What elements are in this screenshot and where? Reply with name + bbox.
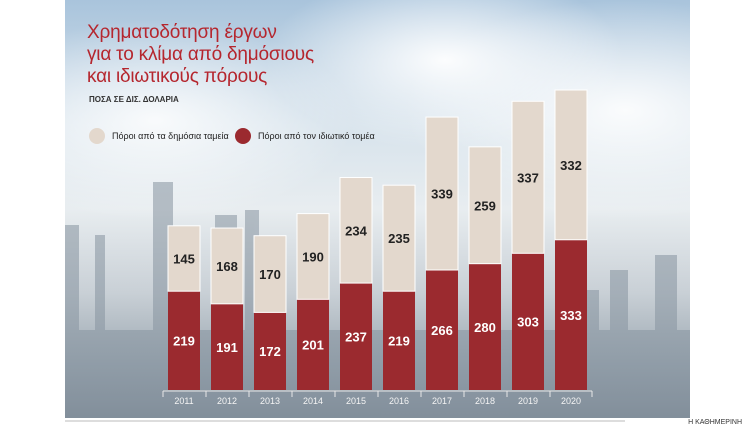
legend-label: Πόροι από τα δημόσια ταμεία (112, 131, 229, 141)
bar-public (511, 100, 545, 254)
x-tick-label: 2019 (518, 396, 538, 406)
data-label: 145 (173, 251, 195, 266)
bar-public (554, 89, 588, 241)
x-tick-label: 2015 (346, 396, 366, 406)
title-line: για το κλίμα από δημόσιους (87, 44, 314, 65)
bar-private (512, 253, 544, 390)
bar-public (339, 177, 373, 284)
data-label: 266 (431, 323, 453, 338)
x-tick-label: 2013 (260, 396, 280, 406)
x-tick-label: 2016 (389, 396, 409, 406)
legend-item-private: Πόροι από τον ιδιωτικό τομέα (235, 128, 375, 144)
units-subtitle: ΠΟΣΑ ΣΕ ΔΙΣ. ΔΟΛΑΡΙΑ (89, 95, 179, 104)
legend-item-public: Πόροι από τα δημόσια ταμεία (89, 128, 229, 144)
x-tick-label: 2018 (475, 396, 495, 406)
bar-public (253, 235, 287, 313)
bar-private (469, 263, 501, 390)
footer-rule (65, 420, 625, 422)
bar-private (383, 291, 415, 390)
data-label: 234 (345, 223, 367, 238)
data-label: 303 (517, 315, 539, 330)
bar-private (555, 239, 587, 390)
data-label: 237 (345, 330, 367, 345)
bar-private (254, 312, 286, 390)
data-label: 201 (302, 338, 324, 353)
title-line: και ιδιωτικούς πόρους (87, 66, 268, 87)
bar-private (168, 291, 200, 390)
bar-public (382, 184, 416, 292)
data-label: 191 (216, 340, 238, 355)
data-label: 333 (560, 308, 582, 323)
legend-label: Πόροι από τον ιδιωτικό τομέα (258, 131, 375, 141)
x-tick-label: 2014 (303, 396, 323, 406)
x-tick-label: 2020 (561, 396, 581, 406)
data-label: 332 (560, 158, 582, 173)
data-label: 168 (216, 259, 238, 274)
data-label: 172 (259, 344, 281, 359)
x-tick-label: 2011 (174, 396, 193, 406)
data-label: 339 (431, 187, 453, 202)
title-line: Χρηματοδότηση έργων (87, 22, 277, 43)
data-label: 219 (173, 334, 195, 349)
data-label: 280 (474, 320, 496, 335)
legend-swatch-private (235, 128, 251, 144)
data-label: 235 (388, 231, 410, 246)
bar-public (468, 146, 502, 265)
data-label: 190 (302, 249, 324, 264)
bar-public (167, 225, 201, 292)
bar-private (340, 283, 372, 390)
publisher-credit: Η ΚΑΘΗΜΕΡΙΝΗ (688, 419, 742, 426)
bar-public (425, 116, 459, 271)
bar-private (426, 270, 458, 390)
x-tick-label: 2012 (217, 396, 237, 406)
data-label: 259 (474, 198, 496, 213)
bar-private (297, 299, 329, 390)
legend-swatch-public (89, 128, 105, 144)
data-label: 170 (259, 267, 281, 282)
chart-title: Χρηματοδότηση έργων για το κλίμα από δημ… (87, 22, 314, 88)
x-tick-label: 2017 (432, 396, 452, 406)
data-label: 219 (388, 334, 410, 349)
bar-private (211, 303, 243, 390)
bar-public (210, 227, 244, 305)
bar-public (296, 213, 330, 300)
data-label: 337 (517, 170, 539, 185)
